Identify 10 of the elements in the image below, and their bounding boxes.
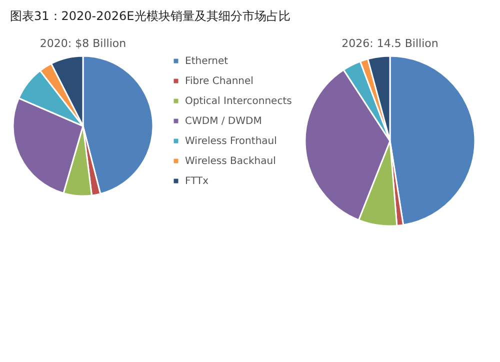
legend-label: Wireless Fronthaul [185,136,277,147]
chart-subtitle: 2020: $8 Billion [40,37,126,50]
legend-label: FTTx [185,176,209,187]
chart-subtitle: 2026: 14.5 Billion [342,37,438,50]
legend-label: Optical Interconnects [185,96,292,107]
chart-title: 图表31：2020-2026E光模块销量及其细分市场占比 [10,9,290,23]
legend-label: Ethernet [185,56,228,67]
legend-label: Wireless Backhaul [185,156,276,167]
legend-label: Fibre Channel [185,76,254,87]
legend-label: CWDM / DWDM [185,116,262,127]
